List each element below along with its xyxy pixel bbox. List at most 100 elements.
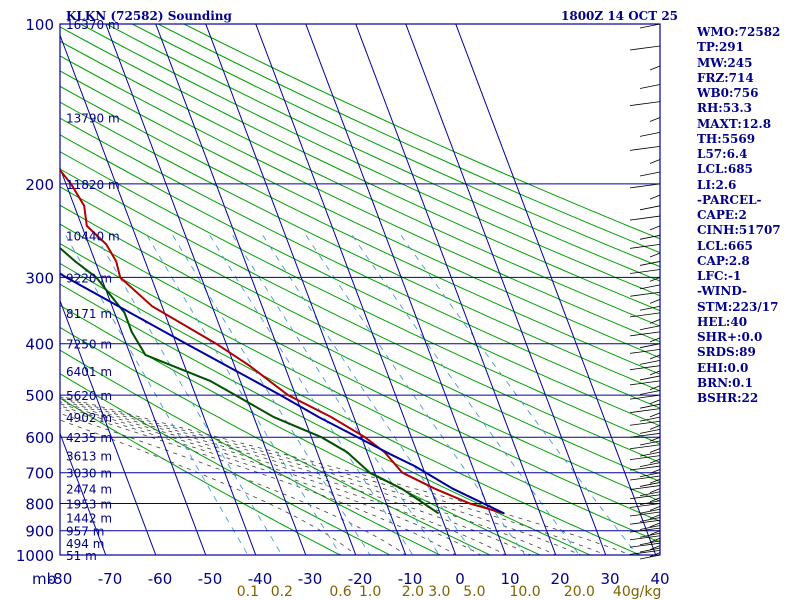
wind-barb-staff (650, 253, 660, 257)
wind-barb-staff (630, 216, 660, 220)
wind-barb (630, 366, 660, 370)
wind-barb-staff (650, 400, 660, 404)
stat-item: TP:291 (697, 40, 781, 55)
dry-adiabat (0, 0, 800, 568)
isotherm (397, 0, 610, 566)
wind-barb (630, 421, 660, 425)
mixing-ratio-label: 1.0 (359, 584, 381, 600)
stat-item: SHR+:0.0 (697, 330, 781, 345)
wind-barb-staff (650, 118, 660, 122)
dry-adiabat (61, 0, 800, 568)
stats-panel: WMO:72582 TP:291 MW:245 FRZ:714 WB0:756 RH:53… (697, 25, 781, 406)
pressure-labels: 1002003004005006007008009001000 (16, 16, 54, 565)
wind-barb-staff (640, 261, 660, 265)
wind-barb-staff (640, 452, 660, 456)
wind-barb (650, 226, 660, 230)
wind-barb-staff (640, 132, 660, 136)
wind-barb (650, 195, 660, 199)
temperature-tick: -50 (198, 570, 223, 588)
mixing-ratio-label: 0.1 (237, 584, 259, 600)
dry-adiabat (0, 0, 800, 568)
wind-barb-staff (630, 184, 660, 188)
wind-barb (640, 452, 660, 456)
wind-barb-staff (650, 195, 660, 199)
wind-barb (640, 360, 660, 364)
wind-barb (630, 504, 660, 508)
height-label: 3613 m (66, 450, 112, 464)
wind-barb-staff (640, 172, 660, 176)
wind-barb (650, 66, 660, 70)
stat-item: CINH:51707 (697, 223, 781, 238)
temperature-tick: -80 (48, 570, 73, 588)
stat-item: HEL:40 (697, 315, 781, 330)
wind-barb (630, 466, 660, 470)
wind-barb-staff (640, 404, 660, 408)
wind-barb (630, 146, 660, 150)
wind-barb-staff (640, 344, 660, 348)
dry-adiabat (0, 0, 800, 568)
stat-item: RH:53.3 (697, 101, 781, 116)
pressure-label: 900 (25, 523, 54, 541)
height-label: 13790 m (66, 112, 120, 126)
stat-item: LFC:-1 (697, 269, 781, 284)
stat-item: L57:6.4 (697, 147, 781, 162)
wind-barb-staff (630, 313, 660, 317)
stat-item: LCL:685 (697, 162, 781, 177)
wind-barb (630, 244, 660, 248)
wind-barb (650, 413, 660, 417)
wind-barb-staff (650, 160, 660, 164)
mixing-ratio-label: 10.0 (509, 584, 540, 600)
isobars (60, 24, 660, 555)
dry-adiabat (0, 0, 800, 568)
wind-barb (630, 495, 660, 499)
wind-barb (640, 390, 660, 394)
wind-barb (640, 429, 660, 433)
wind-barb-staff (640, 390, 660, 394)
height-label: 4902 m (66, 411, 112, 425)
pressure-label: 1000 (16, 547, 54, 565)
dry-adiabat (0, 0, 800, 568)
wind-barb-staff (650, 425, 660, 429)
wind-barb-staff (630, 349, 660, 353)
wind-barb-staff (630, 504, 660, 508)
wind-barb (630, 216, 660, 220)
wind-barb-staff (640, 429, 660, 433)
moist-adiabat (0, 0, 372, 568)
sounding-time: 1800Z 14 OCT 25 (561, 9, 678, 23)
dry-adiabat (0, 0, 417, 568)
wind-barb-staff (630, 244, 660, 248)
wind-barb-staff (630, 486, 660, 490)
stat-item: -WIND- (697, 284, 781, 299)
wind-barb-staff (630, 421, 660, 425)
dry-adiabat (0, 0, 800, 568)
pressure-label: 400 (25, 336, 54, 354)
wind-barb-staff (640, 360, 660, 364)
isotherm (247, 0, 460, 566)
wind-barb (640, 285, 660, 289)
wind-barb-staff (650, 226, 660, 230)
pressure-label: 100 (25, 16, 54, 34)
wind-barb (630, 486, 660, 490)
mixing-ratio-label: 0.6 (329, 584, 351, 600)
mixing-ratio-label: 5.0 (463, 584, 485, 600)
dry-adiabat (0, 0, 800, 568)
wind-barb (650, 437, 660, 441)
wind-barb-staff (630, 102, 660, 106)
stat-item: LCL:665 (697, 239, 781, 254)
height-label: 3030 m (66, 467, 112, 481)
wind-barb (650, 319, 660, 323)
height-label: 6401 m (66, 365, 112, 379)
wind-barb (640, 404, 660, 408)
stat-item: MAXT:12.8 (697, 117, 781, 132)
wind-barb-staff (630, 366, 660, 370)
wind-barb-staff (640, 463, 660, 467)
height-label: 1442 m (66, 512, 112, 526)
wind-barb-staff (650, 448, 660, 452)
pressure-label: 800 (25, 496, 54, 514)
wind-barb (630, 349, 660, 353)
dry-adiabat (0, 0, 800, 568)
height-label: 4235 m (66, 431, 112, 445)
wind-barb-staff (650, 319, 660, 323)
height-label: 2474 m (66, 483, 112, 497)
